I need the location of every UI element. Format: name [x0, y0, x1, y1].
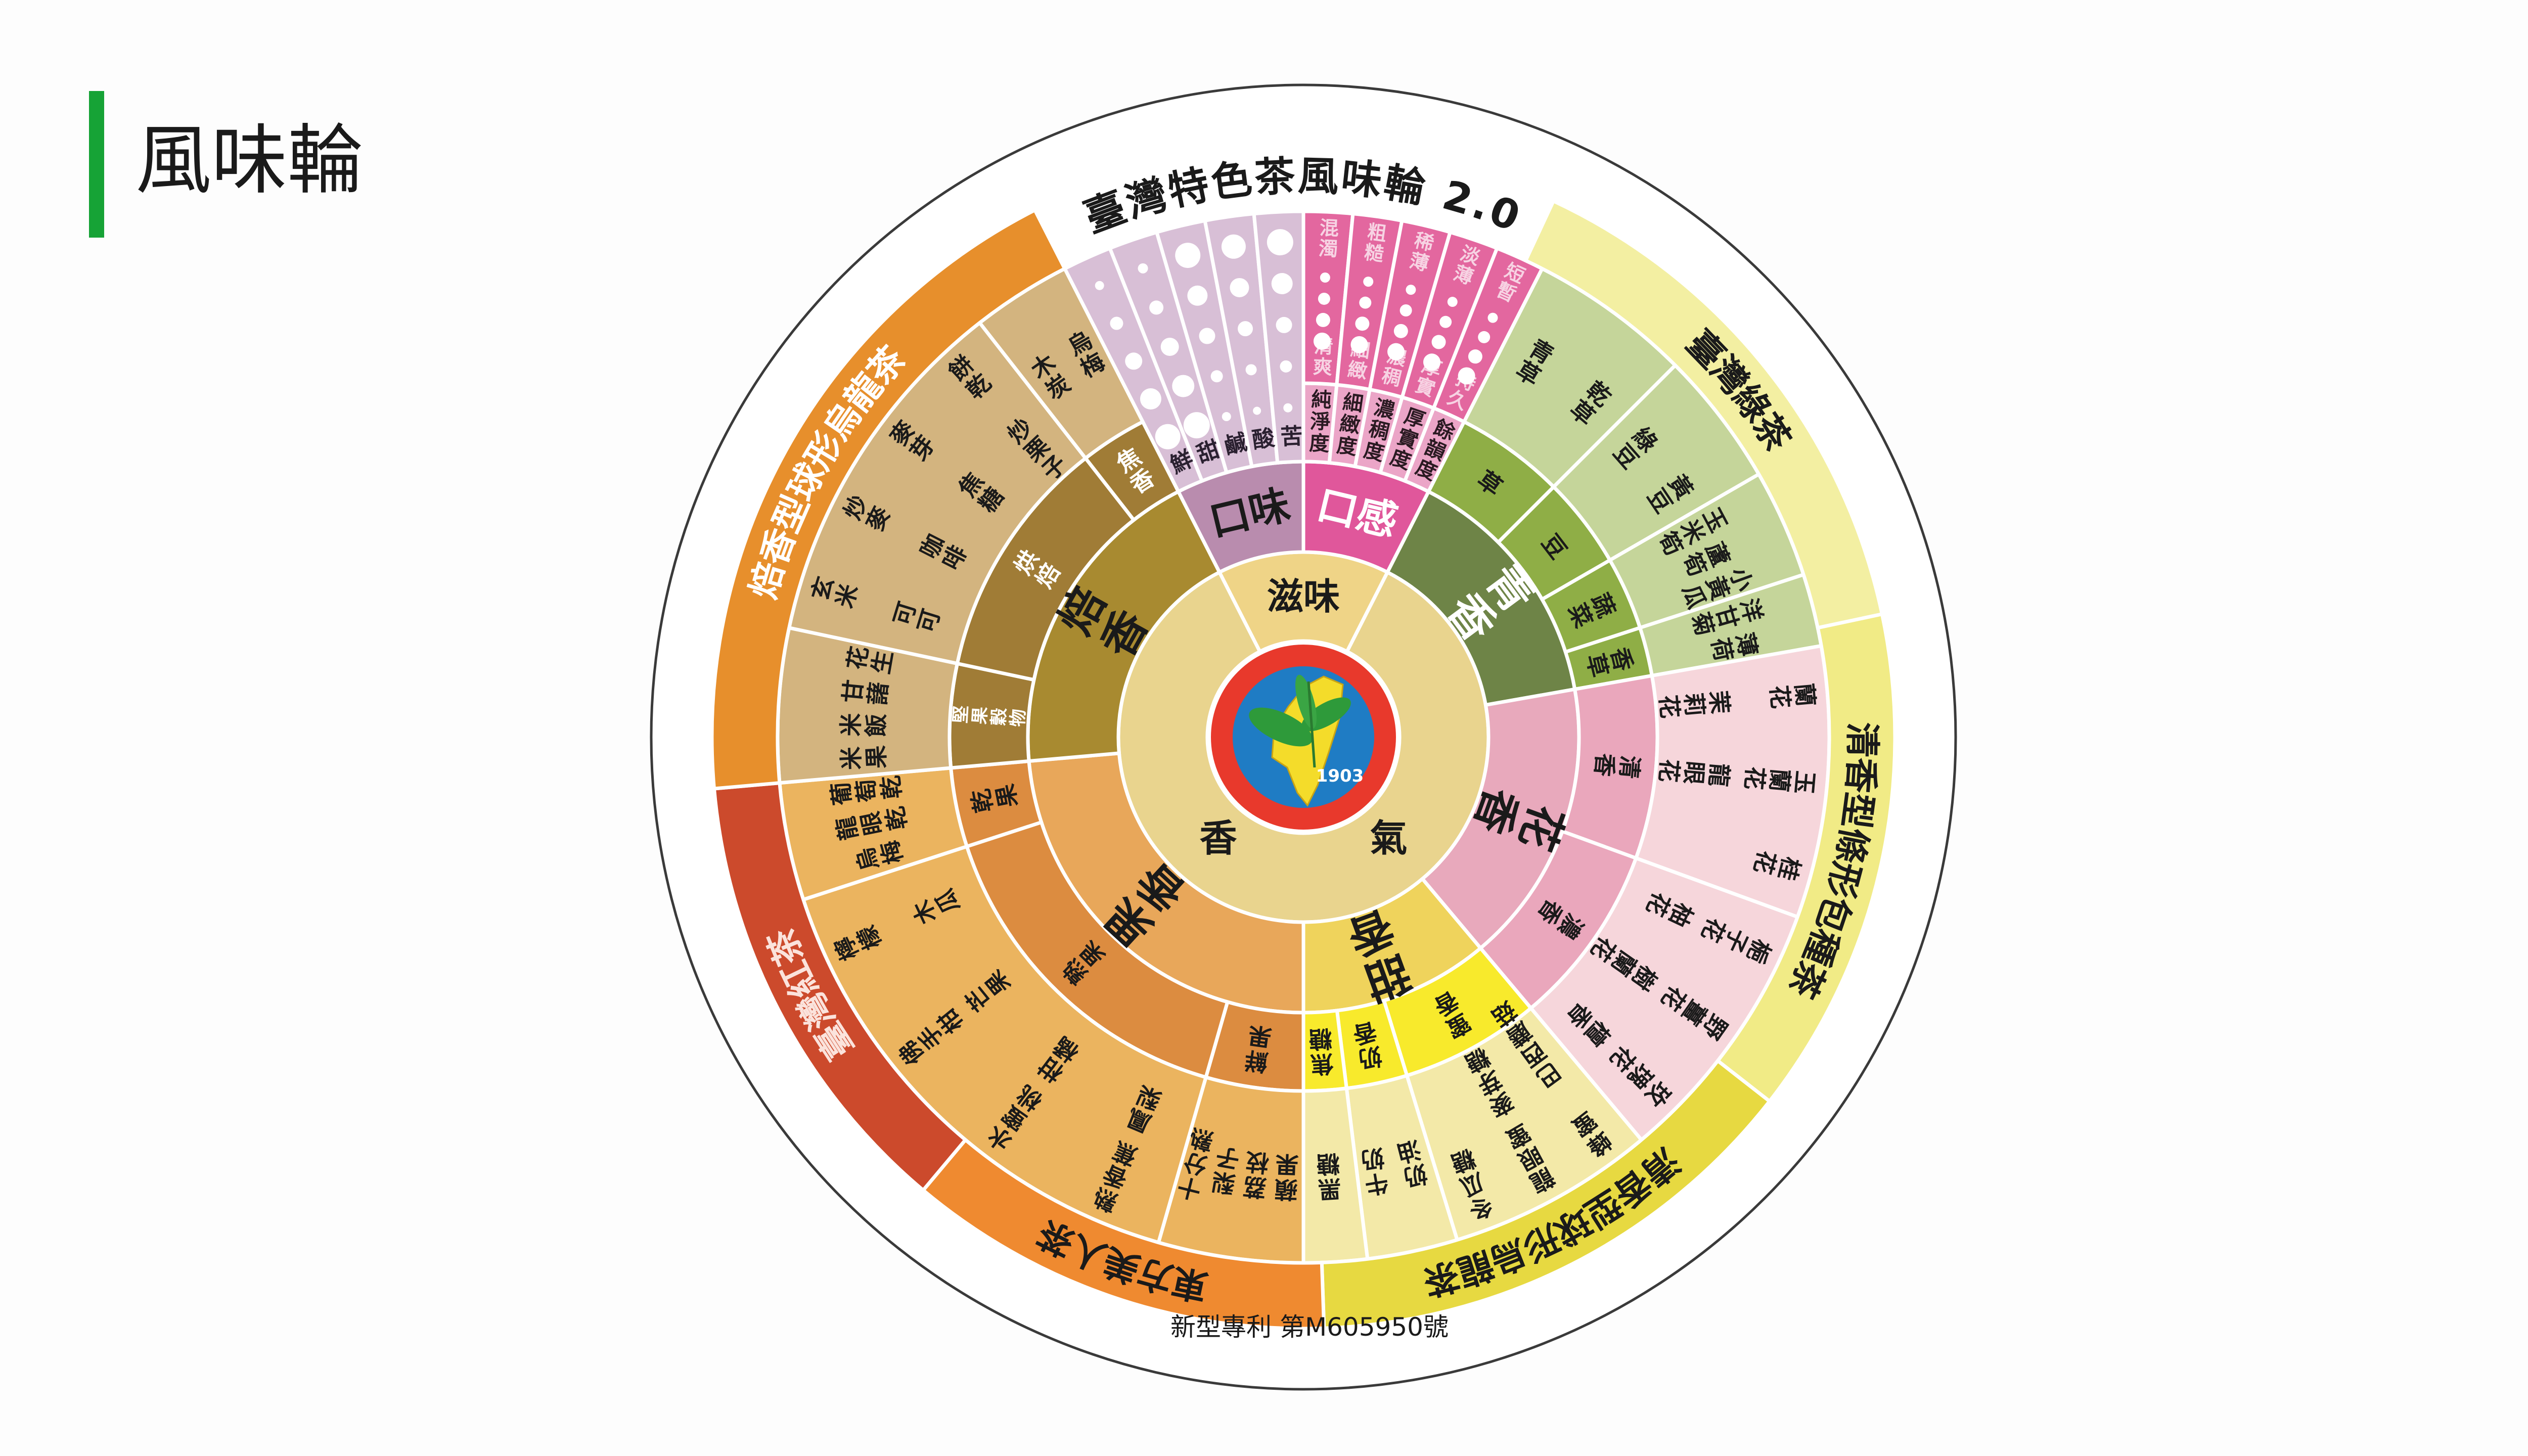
taste-scale-dot: [1199, 328, 1215, 344]
texture-scale-dot: [1468, 349, 1482, 364]
taste-scale-dot: [1253, 406, 1261, 415]
taste-scale-dot: [1238, 321, 1253, 337]
taste-scale-dot: [1160, 337, 1179, 356]
tea-leaf-taiwan-logo-icon: 1903: [1208, 642, 1399, 833]
texture-scale-dot: [1393, 324, 1408, 338]
taste-scale-dot: [1187, 285, 1208, 306]
title-accent-bar: [89, 91, 104, 238]
texture-scale-dot: [1439, 315, 1452, 328]
texture-scale-dot: [1320, 272, 1330, 283]
taste-attribute-label: 酸: [1247, 426, 1276, 453]
taste-scale-dot: [1138, 263, 1148, 274]
texture-scale-dot: [1487, 312, 1498, 323]
texture-scale-dot: [1458, 367, 1475, 385]
texture-scale-dot: [1431, 335, 1446, 349]
core-aroma-label: 氣: [1370, 817, 1407, 860]
texture-scale-dot: [1447, 297, 1458, 307]
flavor-descriptor: 甘藷: [839, 678, 892, 710]
flavor-descriptor: 荔枝: [1241, 1148, 1274, 1201]
core-aroma-label: 香: [1200, 817, 1237, 860]
subcategory-label: 焦糖: [1307, 1025, 1338, 1077]
texture-attribute-label: 純淨度: [1305, 388, 1332, 455]
taste-scale-dot: [1276, 316, 1292, 333]
texture-scale-dot: [1478, 331, 1491, 343]
taste-attribute-label: 鹹: [1218, 430, 1249, 459]
tea-leaf-icon: [1249, 707, 1313, 747]
flavor-descriptor: 龍眼花: [1655, 754, 1733, 788]
wheel-segments: [710, 198, 1897, 1331]
taste-scale-dot: [1175, 243, 1201, 268]
taste-scale-dot: [1110, 316, 1123, 330]
texture-scale-outer-label: 混濁: [1315, 217, 1339, 260]
texture-scale-dot: [1313, 332, 1331, 350]
texture-scale-dot: [1359, 296, 1372, 309]
tea-type-segment: [710, 207, 1067, 791]
flavor-descriptor: 茉莉花: [1655, 686, 1733, 720]
texture-scale-dot: [1363, 277, 1374, 287]
texture-scale-dot: [1400, 304, 1412, 316]
texture-scale-dot: [1387, 343, 1405, 360]
page-title: 風味輪: [136, 117, 364, 205]
taste-scale-dot: [1125, 352, 1143, 370]
texture-scale-dot: [1423, 353, 1440, 371]
texture-scale-dot: [1316, 312, 1330, 327]
taste-scale-dot: [1149, 300, 1164, 315]
taste-scale-dot: [1283, 403, 1293, 413]
core-taste-label: 滋味: [1267, 575, 1340, 618]
taste-scale-dot: [1183, 412, 1210, 439]
taste-scale-dot: [1140, 388, 1161, 410]
flavor-descriptor: 蘋果: [1274, 1151, 1302, 1202]
flavor-descriptor: 黑糖: [1315, 1150, 1345, 1202]
taste-scale-dot: [1271, 272, 1293, 294]
taste-scale-dot: [1172, 375, 1195, 397]
texture-scale-dot: [1318, 292, 1330, 305]
texture-scale-dot: [1355, 316, 1370, 331]
logo-year: 1903: [1316, 766, 1364, 786]
taste-scale-dot: [1222, 412, 1231, 422]
texture-scale-dot: [1350, 336, 1368, 353]
taste-scale-dot: [1210, 370, 1223, 383]
taste-scale-dot: [1155, 424, 1181, 449]
taste-scale-dot: [1245, 364, 1257, 376]
tea-stem-icon: [1307, 681, 1316, 768]
subcategory-label: 堅果穀物: [951, 705, 1028, 731]
taste-scale-dot: [1221, 234, 1246, 259]
taste-scale-dot: [1267, 229, 1293, 256]
subcategory-label: 清香: [1591, 749, 1643, 780]
taste-attribute-label: 苦: [1276, 424, 1302, 449]
patent-notice: 新型專利 第M605950號: [1170, 1312, 1449, 1342]
flavor-descriptor: 蘭花: [1766, 678, 1819, 710]
taste-scale-dot: [1095, 281, 1104, 290]
flavor-descriptor: 米果: [838, 744, 890, 774]
flavor-descriptor: 玉蘭花: [1741, 762, 1818, 796]
flavor-descriptor: 米飯: [838, 712, 889, 741]
taste-scale-dot: [1230, 278, 1249, 297]
taste-scale-dot: [1280, 360, 1292, 373]
texture-scale-dot: [1406, 285, 1416, 295]
